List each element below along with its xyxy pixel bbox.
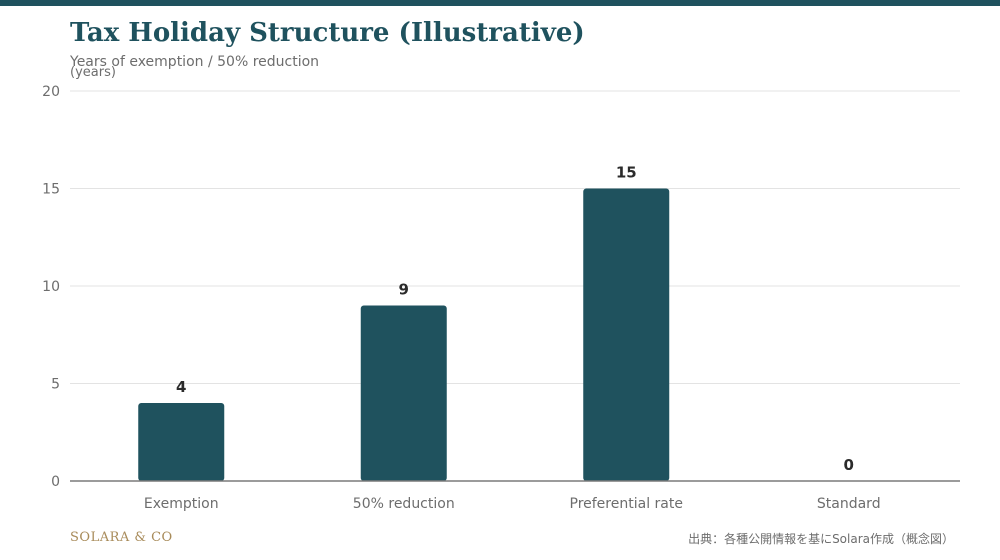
data-label: 15 <box>616 164 637 182</box>
bar-exemption <box>138 403 225 481</box>
x-tick-label: 50% reduction <box>353 496 455 512</box>
y-axis-label: (years) <box>70 65 116 80</box>
data-label: 0 <box>844 456 854 474</box>
y-tick-label: 10 <box>42 279 60 295</box>
chart-title: Tax Holiday Structure (Illustrative) <box>70 18 585 48</box>
bar-50-reduction <box>360 305 447 481</box>
data-label: 4 <box>176 378 186 396</box>
y-tick-label: 20 <box>42 84 60 100</box>
source-note: 出典：各種公開情報を基にSolara作成（概念図） <box>688 532 954 546</box>
bar-preferential-rate <box>583 188 670 481</box>
x-tick-label: Preferential rate <box>570 496 683 512</box>
x-tick-label: Exemption <box>144 496 219 512</box>
data-label: 9 <box>399 281 409 299</box>
y-tick-label: 0 <box>51 474 60 490</box>
chart-subtitle: Years of exemption / 50% reduction <box>70 54 320 70</box>
y-tick-label: 15 <box>42 182 60 198</box>
top-accent-bar <box>0 0 1000 6</box>
y-tick-label: 5 <box>51 377 60 393</box>
brand-logo-text: SOLARA & CO <box>70 530 173 545</box>
x-tick-label: Standard <box>817 496 881 512</box>
